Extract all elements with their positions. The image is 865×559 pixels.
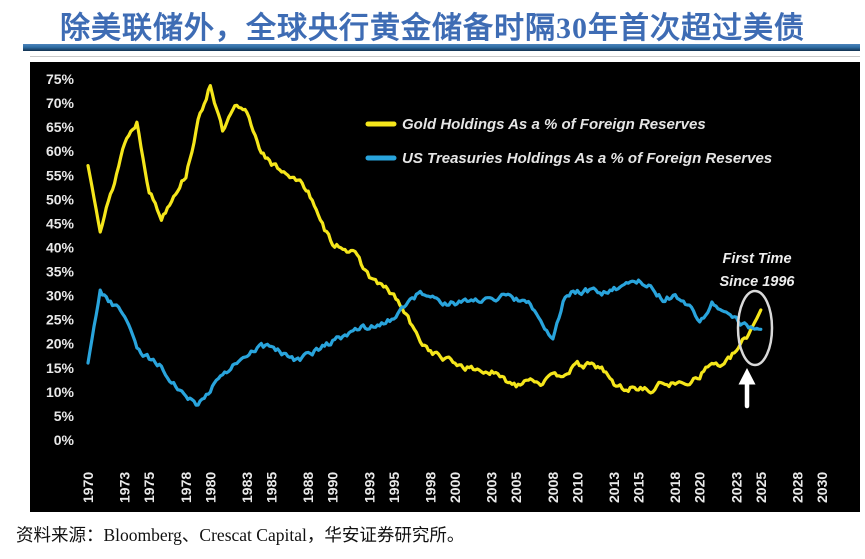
y-axis-label: 10%: [46, 384, 75, 400]
x-axis-label: 2010: [569, 472, 585, 503]
x-axis-label: 1978: [178, 472, 194, 503]
y-axis-label: 15%: [46, 360, 75, 376]
us-treasuries-line: [86, 278, 763, 407]
x-axis-label: 1980: [202, 472, 218, 503]
y-axis-label: 60%: [46, 143, 75, 159]
legend-item-gold-label: Gold Holdings As a % of Foreign Reserves: [402, 116, 706, 133]
y-axis-label: 65%: [46, 119, 75, 135]
x-axis-label: 1983: [239, 472, 255, 503]
y-axis-label: 70%: [46, 95, 75, 111]
chart-area: 75% 70% 65% 60% 55% 50% 45% 40% 35% 30% 25% 20% 15% 1…: [30, 62, 860, 512]
source-note: 资料来源：Bloomberg、Crescat Capital，华安证券研究所。: [16, 525, 465, 545]
title-rule-line: [30, 56, 860, 57]
x-axis-label: 1970: [80, 472, 96, 503]
crossing-highlight-ellipse: [736, 289, 774, 367]
x-axis-label: 1993: [361, 472, 377, 503]
y-axis-label: 25%: [46, 312, 75, 328]
y-axis-label: 30%: [46, 288, 75, 304]
x-axis-label: 2013: [606, 472, 622, 503]
annotation-since-1996: Since 1996: [720, 274, 796, 290]
y-axis-label: 40%: [46, 239, 75, 255]
title-underline-bar: [23, 44, 860, 51]
x-axis-label: 1998: [423, 472, 439, 503]
y-axis-label: 0%: [54, 432, 75, 448]
y-axis-label: 50%: [46, 191, 75, 207]
page-title: 除美联储外，全球央行黄金储备时隔30年首次超过美债: [60, 12, 805, 45]
y-axis-label: 35%: [46, 264, 75, 280]
legend-item-treasuries-label: US Treasuries Holdings As a % of Foreign…: [402, 150, 772, 167]
x-axis-label: 2005: [508, 472, 524, 503]
x-axis-label: 2028: [790, 472, 806, 503]
x-axis-label: 2008: [545, 472, 561, 503]
annotation-first-time: First Time: [722, 251, 791, 267]
y-axis-label: 5%: [54, 408, 75, 424]
x-axis-label: 2015: [631, 472, 647, 503]
gold-line: [86, 84, 763, 395]
y-axis-label: 20%: [46, 336, 75, 352]
x-axis-label: 1988: [300, 472, 316, 503]
x-axis-label: 1985: [264, 472, 280, 503]
x-axis-label: 2003: [484, 472, 500, 503]
x-axis-label: 2000: [447, 472, 463, 503]
x-axis-label: 1973: [117, 472, 133, 503]
x-axis-label: 2023: [728, 472, 744, 503]
crossing-arrow-head: [738, 368, 756, 385]
x-axis-label: 2030: [814, 472, 830, 503]
y-axis-label: 55%: [46, 167, 75, 183]
x-axis-label: 1975: [141, 472, 157, 503]
x-axis-label: 2018: [667, 472, 683, 503]
line-chart: 75% 70% 65% 60% 55% 50% 45% 40% 35% 30% 25% 20% 15% 1…: [46, 71, 830, 503]
y-axis-label: 45%: [46, 215, 75, 231]
x-axis-label: 2025: [753, 472, 769, 503]
x-axis-label: 1990: [325, 472, 341, 503]
y-axis-label: 75%: [46, 71, 75, 87]
x-axis-label: 2020: [692, 472, 708, 503]
x-axis-label: 1995: [386, 472, 402, 503]
